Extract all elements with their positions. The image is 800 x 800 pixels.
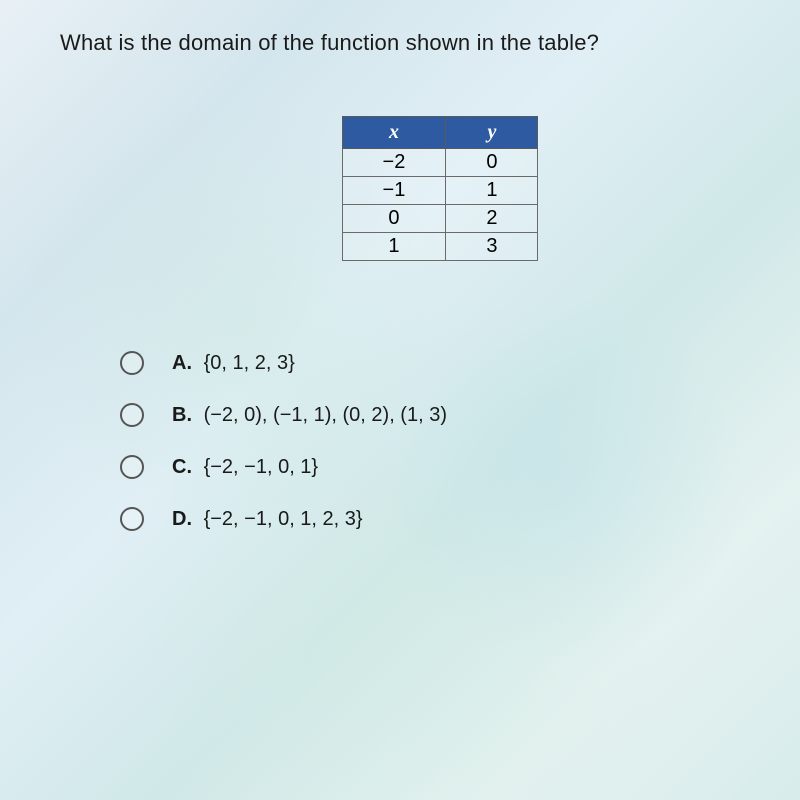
option-text: (−2, 0), (−1, 1), (0, 2), (1, 3)	[204, 404, 447, 426]
option-label: B. (−2, 0), (−1, 1), (0, 2), (1, 3)	[172, 404, 447, 427]
options-list: A. {0, 1, 2, 3} B. (−2, 0), (−1, 1), (0,…	[120, 351, 740, 531]
table-row: 1 3	[342, 233, 538, 261]
option-text: {0, 1, 2, 3}	[204, 352, 295, 374]
option-letter: B.	[172, 404, 192, 426]
table-cell: 1	[342, 233, 446, 261]
radio-icon	[120, 403, 144, 427]
option-b[interactable]: B. (−2, 0), (−1, 1), (0, 2), (1, 3)	[120, 403, 740, 427]
table-cell: 1	[446, 177, 538, 205]
option-a[interactable]: A. {0, 1, 2, 3}	[120, 351, 740, 375]
option-label: C. {−2, −1, 0, 1}	[172, 456, 318, 479]
option-c[interactable]: C. {−2, −1, 0, 1}	[120, 455, 740, 479]
table-header-row: x y	[342, 117, 538, 149]
table-cell: 3	[446, 233, 538, 261]
radio-icon	[120, 455, 144, 479]
radio-icon	[120, 351, 144, 375]
table-cell: 0	[342, 205, 446, 233]
option-text: {−2, −1, 0, 1}	[204, 456, 319, 478]
option-letter: D.	[172, 508, 192, 530]
question-container: What is the domain of the function shown…	[0, 0, 800, 589]
function-table: x y −2 0 −1 1 0 2 1 3	[342, 116, 539, 261]
option-label: A. {0, 1, 2, 3}	[172, 352, 295, 375]
radio-icon	[120, 507, 144, 531]
table-header-x: x	[342, 117, 446, 149]
table-header-y: y	[446, 117, 538, 149]
option-text: {−2, −1, 0, 1, 2, 3}	[204, 508, 363, 530]
option-letter: A.	[172, 352, 192, 374]
table-row: −1 1	[342, 177, 538, 205]
table-cell: −1	[342, 177, 446, 205]
table-cell: 0	[446, 149, 538, 177]
question-text: What is the domain of the function shown…	[60, 30, 740, 56]
table-cell: −2	[342, 149, 446, 177]
table-container: x y −2 0 −1 1 0 2 1 3	[140, 116, 740, 261]
option-letter: C.	[172, 456, 192, 478]
table-row: 0 2	[342, 205, 538, 233]
option-label: D. {−2, −1, 0, 1, 2, 3}	[172, 508, 363, 531]
option-d[interactable]: D. {−2, −1, 0, 1, 2, 3}	[120, 507, 740, 531]
table-row: −2 0	[342, 149, 538, 177]
table-cell: 2	[446, 205, 538, 233]
